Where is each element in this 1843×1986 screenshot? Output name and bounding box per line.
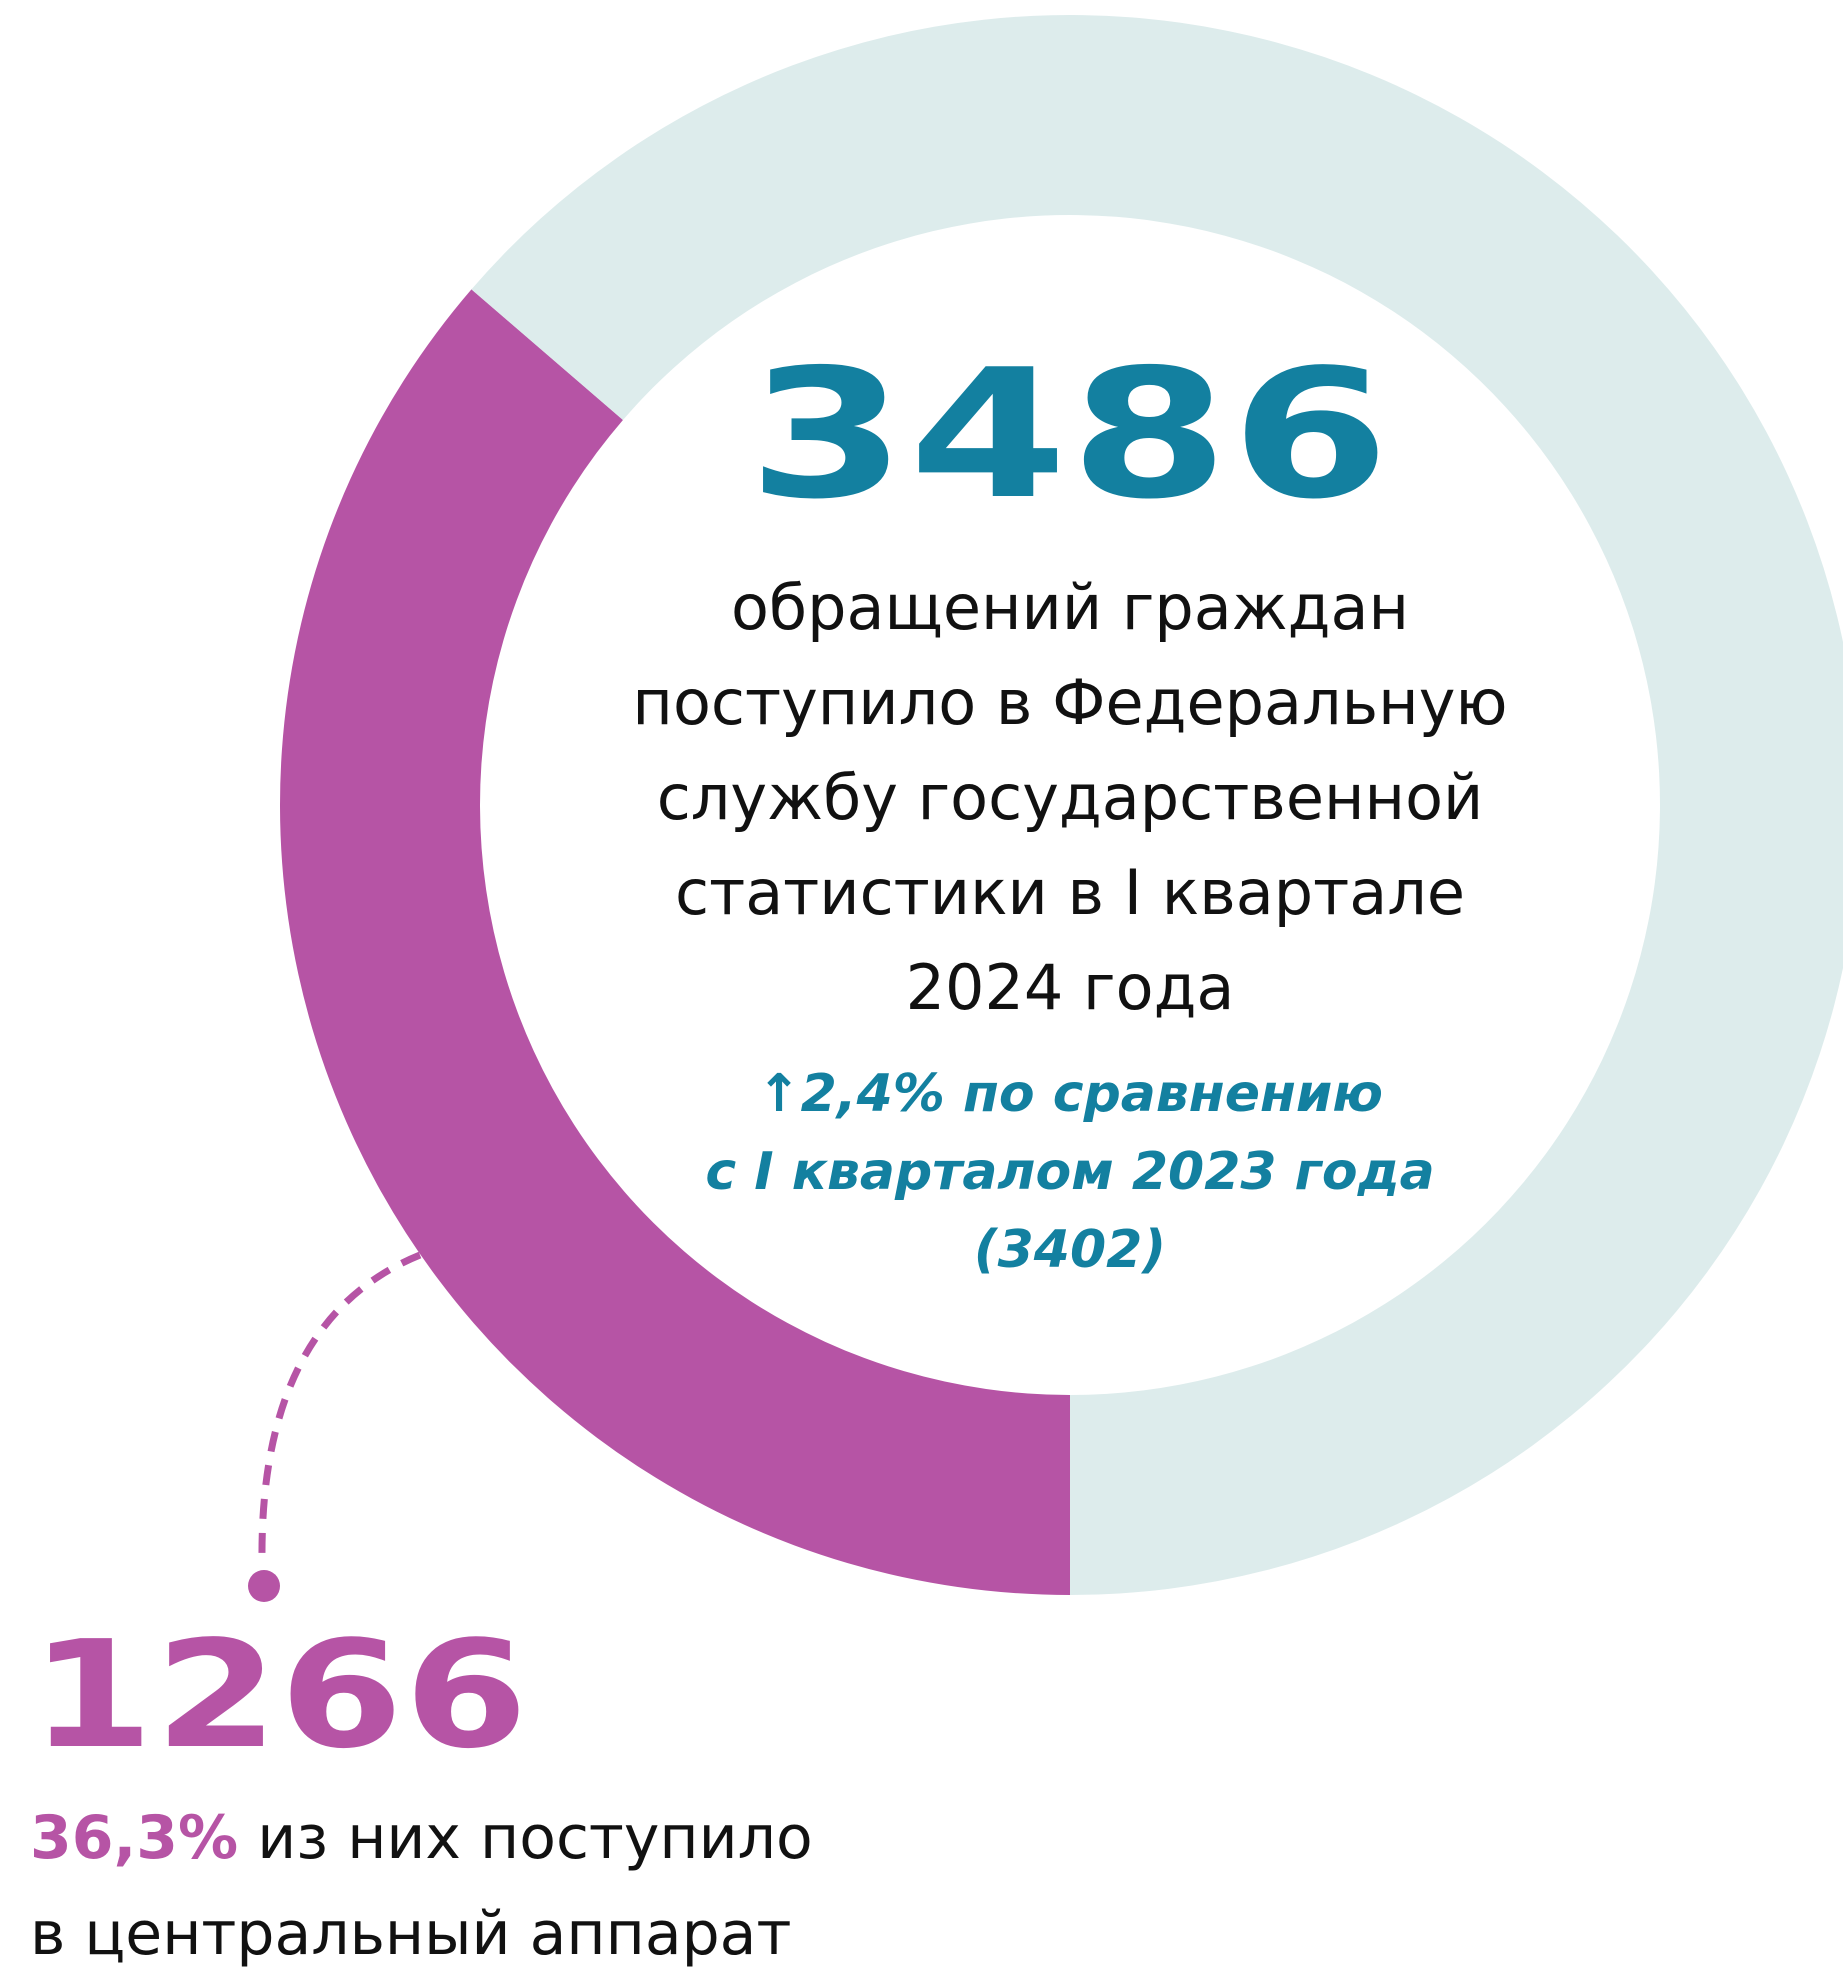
part-caption: 36,3% из них поступило в центральный апп… (30, 1790, 813, 1982)
total-caption: обращений граждан поступило в Федеральну… (520, 560, 1620, 1035)
comparison-line: ↑2,4% по сравнению (757, 1064, 1383, 1124)
total-caption-line: службу государственной (656, 761, 1484, 834)
part-caption-text: из них поступило (238, 1803, 813, 1873)
part-value: 1266 (30, 1609, 530, 1781)
total-caption-line: обращений граждан (730, 571, 1410, 644)
comparison-line: с I кварталом 2023 года (705, 1142, 1435, 1202)
part-caption-line-1: 36,3% из них поступило (30, 1790, 813, 1886)
part-caption-line-2: в центральный аппарат (30, 1899, 792, 1969)
part-percent: 36,3% (30, 1803, 239, 1873)
comparison-note: ↑2,4% по сравнению с I кварталом 2023 го… (520, 1055, 1620, 1289)
leader-line (258, 1251, 422, 1561)
total-caption-line: статистики в I квартале (674, 856, 1465, 929)
comparison-line: (3402) (973, 1220, 1167, 1280)
total-caption-line: поступило в Федеральную (632, 666, 1508, 739)
total-caption-line: 2024 года (905, 951, 1235, 1024)
slice-remainder (471, 15, 1843, 1595)
total-value: 3486 (747, 331, 1393, 538)
slice-central-apparatus (279, 289, 1070, 1595)
leader-dot (248, 1570, 280, 1602)
